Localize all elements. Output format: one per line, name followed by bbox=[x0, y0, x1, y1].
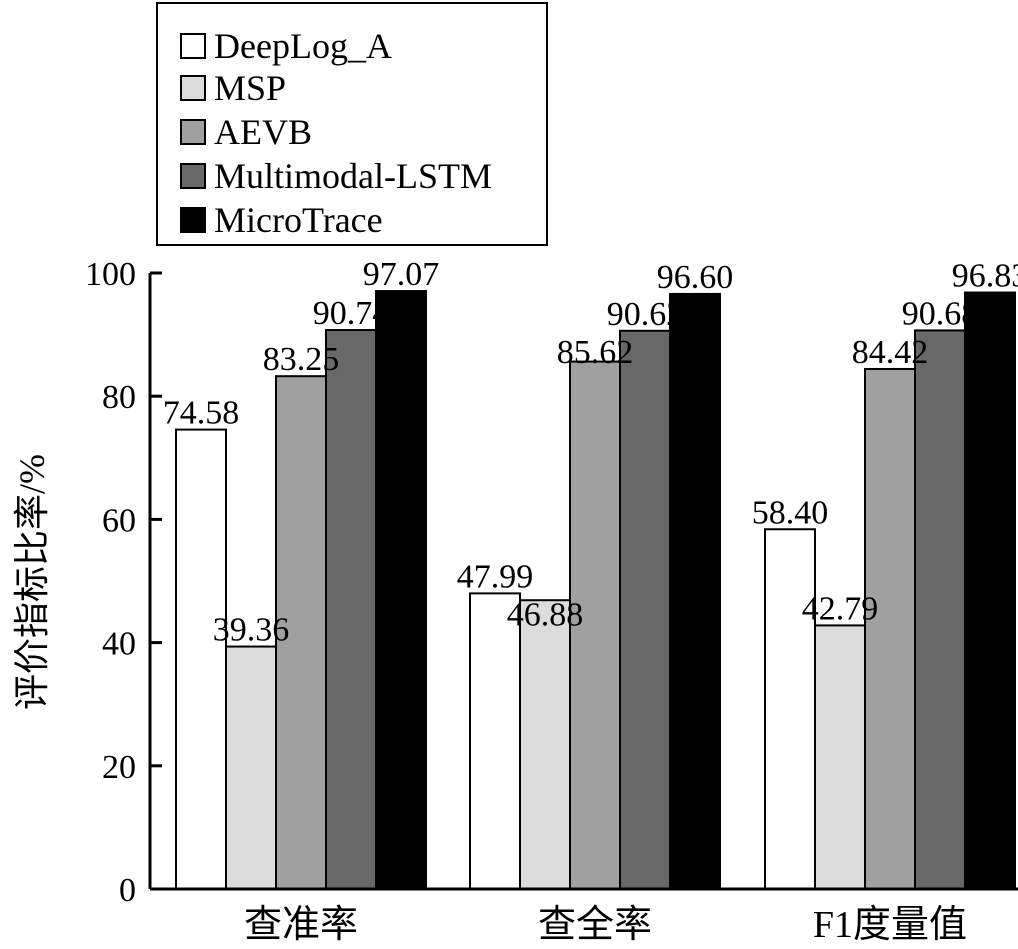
data-label-microtrace-1: 96.60 bbox=[657, 259, 734, 296]
bar-multimodal-lstm-0 bbox=[325, 329, 377, 890]
x-category-label-1: 查全率 bbox=[538, 904, 652, 946]
bar-microtrace-2 bbox=[964, 291, 1016, 890]
data-label-aevb-0: 83.25 bbox=[263, 341, 340, 378]
data-label-msp-1: 46.88 bbox=[507, 596, 584, 633]
bar-multimodal-lstm-1 bbox=[619, 329, 671, 890]
data-label-msp-0: 39.36 bbox=[213, 612, 290, 649]
bar-microtrace-0 bbox=[375, 290, 427, 890]
data-label-deeplog-a-1: 47.99 bbox=[457, 558, 534, 595]
y-tick-label-20: 20 bbox=[102, 749, 136, 786]
bar-aevb-2 bbox=[864, 367, 916, 891]
legend-item-multimodal-lstm: Multimodal-LSTM bbox=[180, 154, 492, 198]
data-label-multimodal-lstm-1: 90.62 bbox=[607, 296, 684, 333]
bars-layer bbox=[175, 290, 1016, 891]
data-label-microtrace-0: 97.07 bbox=[363, 256, 440, 293]
legend-label-msp: MSP bbox=[214, 68, 287, 108]
data-label-deeplog-a-2: 58.40 bbox=[752, 494, 829, 531]
legend-swatch-msp bbox=[180, 75, 206, 101]
legend-swatch-aevb bbox=[180, 119, 206, 145]
legend: DeepLog_A MSP AEVB Multimodal-LSTM Micro… bbox=[156, 2, 548, 246]
bar-multimodal-lstm-2 bbox=[914, 329, 966, 890]
legend-label-deeplog-a: DeepLog_A bbox=[214, 26, 392, 66]
legend-swatch-microtrace bbox=[180, 207, 206, 233]
x-category-label-2: F1度量值 bbox=[813, 904, 967, 946]
legend-swatch-multimodal-lstm bbox=[180, 163, 206, 189]
bar-msp-1 bbox=[519, 599, 571, 890]
legend-label-multimodal-lstm: Multimodal-LSTM bbox=[214, 156, 492, 196]
legend-label-aevb: AEVB bbox=[214, 112, 312, 152]
data-label-multimodal-lstm-0: 90.74 bbox=[313, 295, 390, 332]
y-tick-label-60: 60 bbox=[102, 502, 136, 539]
legend-label-microtrace: MicroTrace bbox=[214, 200, 383, 240]
y-axis-title: 评价指标比率/% bbox=[12, 454, 52, 710]
data-label-multimodal-lstm-2: 90.68 bbox=[902, 295, 979, 332]
bar-msp-2 bbox=[814, 624, 866, 890]
x-category-label-0: 查准率 bbox=[244, 904, 358, 946]
y-tick-label-80: 80 bbox=[102, 379, 136, 416]
y-tick-label-40: 40 bbox=[102, 626, 136, 663]
legend-item-msp: MSP bbox=[180, 66, 286, 110]
legend-swatch-deeplog-a bbox=[180, 33, 206, 59]
data-label-microtrace-2: 96.83 bbox=[952, 258, 1018, 295]
data-label-aevb-1: 85.62 bbox=[557, 334, 634, 371]
bar-deeplog-a-1 bbox=[469, 592, 521, 890]
y-tick-label-0: 0 bbox=[119, 872, 136, 909]
bar-msp-0 bbox=[225, 645, 277, 891]
data-label-msp-2: 42.79 bbox=[802, 590, 879, 627]
bar-aevb-0 bbox=[275, 375, 327, 890]
bar-aevb-1 bbox=[569, 360, 621, 890]
bar-deeplog-a-0 bbox=[175, 428, 227, 890]
bar-deeplog-a-2 bbox=[764, 528, 816, 890]
bar-microtrace-1 bbox=[669, 292, 721, 891]
data-label-deeplog-a-0: 74.58 bbox=[163, 395, 240, 432]
y-tick-label-100: 100 bbox=[85, 256, 136, 293]
axes-layer: 0 20 40 60 80 100 查准率 查全率 F1度量值 bbox=[85, 256, 1018, 946]
legend-item-deeplog-a: DeepLog_A bbox=[180, 24, 392, 68]
data-label-aevb-2: 84.42 bbox=[852, 334, 929, 371]
legend-item-aevb: AEVB bbox=[180, 110, 312, 154]
legend-item-microtrace: MicroTrace bbox=[180, 198, 383, 242]
